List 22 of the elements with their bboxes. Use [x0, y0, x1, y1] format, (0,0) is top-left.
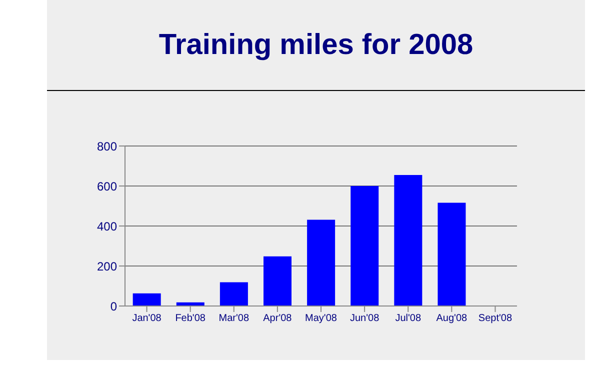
x-tick-label: Jul'08: [395, 313, 422, 324]
bar: [132, 293, 161, 306]
y-tick-label: 800: [96, 139, 118, 154]
y-tick-label: 400: [96, 219, 118, 234]
y-tick-label: 200: [96, 259, 118, 274]
x-tick-label: May'08: [305, 313, 338, 324]
bar: [264, 256, 292, 306]
x-tick-label: Feb'08: [175, 313, 206, 324]
bar: [350, 186, 379, 306]
y-tick-label: 0: [110, 299, 118, 314]
bar: [394, 175, 422, 306]
chart-title: Training miles for 2008: [47, 0, 585, 91]
y-tick-label: 600: [96, 179, 118, 194]
bar: [438, 202, 466, 306]
bar: [220, 282, 248, 306]
x-tick-label: Mar'08: [218, 313, 250, 324]
x-tick-label: Jan'08: [132, 313, 162, 324]
x-tick-label: Apr'08: [263, 313, 292, 324]
x-tick-label: Sept'08: [478, 313, 512, 324]
x-tick-label: Jun'08: [350, 313, 380, 324]
x-tick-label: Aug'08: [436, 313, 468, 324]
bar: [307, 220, 336, 306]
